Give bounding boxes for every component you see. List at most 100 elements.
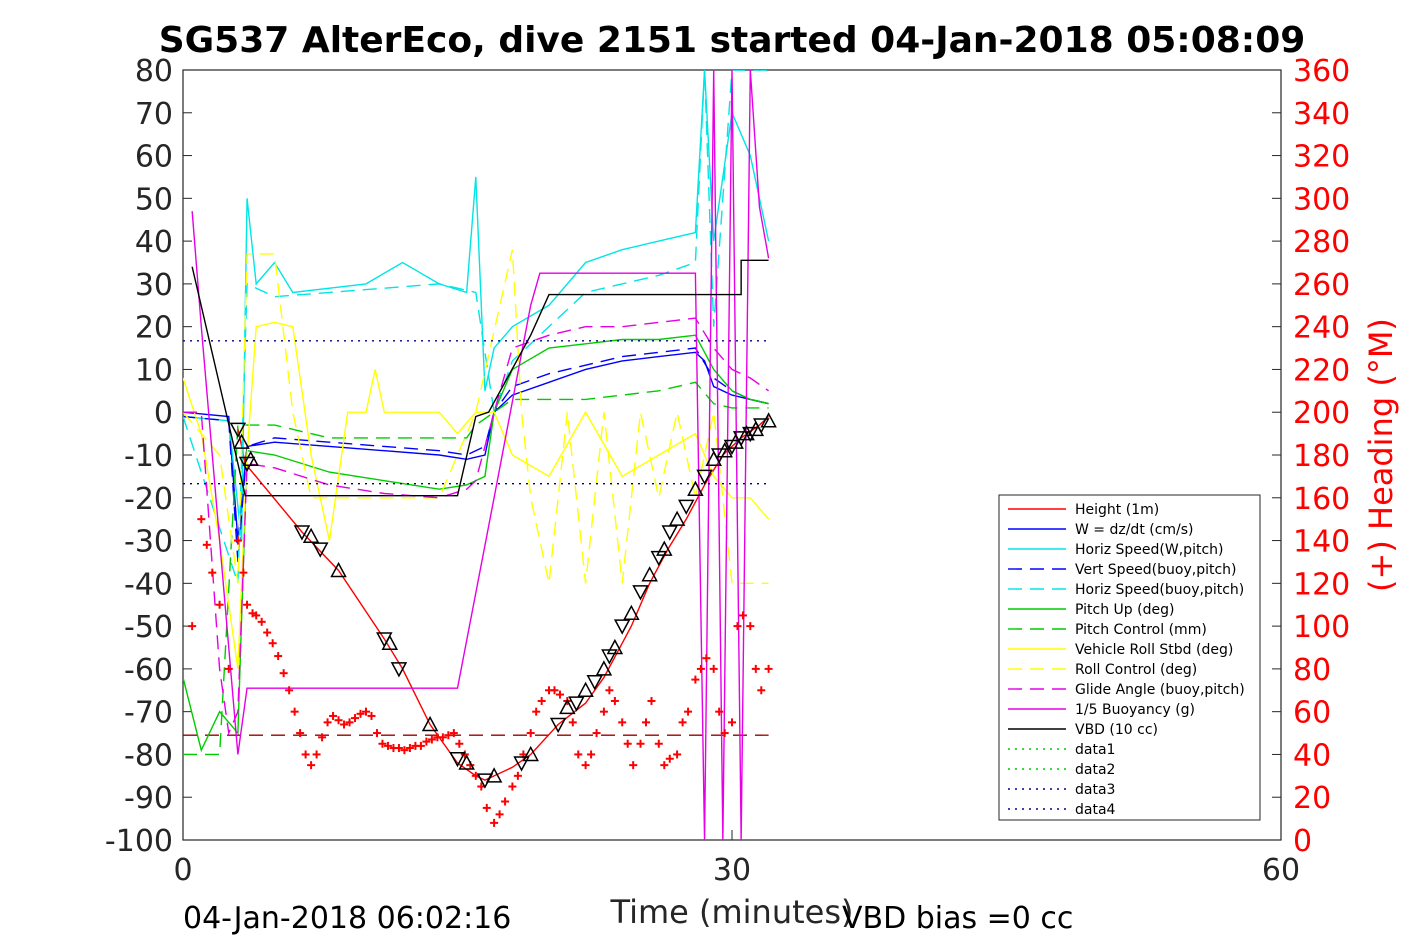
heading-point <box>372 729 381 738</box>
legend-entry: data3 <box>1075 782 1115 798</box>
right-tick-label: 300 <box>1293 182 1350 217</box>
heading-point <box>641 718 650 727</box>
legend-entry: data1 <box>1075 742 1115 758</box>
heading-point <box>274 652 283 661</box>
heading-point <box>455 739 464 748</box>
heading-point <box>460 750 469 759</box>
right-tick-label: 160 <box>1293 482 1350 517</box>
heading-point <box>629 761 638 770</box>
heading-point <box>345 718 354 727</box>
dive-marker <box>732 431 750 447</box>
dive-marker <box>559 698 576 715</box>
heading-point <box>257 617 266 626</box>
dive-marker <box>513 756 530 772</box>
x-tick-label: 30 <box>713 853 751 888</box>
heading-point <box>550 686 559 695</box>
right-tick-label: 240 <box>1293 311 1350 346</box>
heading-point <box>307 761 316 770</box>
heading-point <box>636 739 645 748</box>
dive-marker <box>742 426 759 443</box>
heading-point <box>301 750 310 759</box>
dive-marker <box>568 696 585 712</box>
heading-point <box>202 540 211 549</box>
left-tick-label: -60 <box>124 653 173 688</box>
legend-entry: data2 <box>1075 762 1115 778</box>
left-tick-label: -50 <box>124 610 173 645</box>
left-tick-label: -30 <box>124 525 173 560</box>
series-line-w-dz-dt-cm-s <box>183 351 769 541</box>
left-tick-label: -80 <box>124 738 173 773</box>
dive-marker <box>716 442 733 458</box>
series-line-roll-control-deg <box>183 249 769 585</box>
heading-point <box>243 600 252 609</box>
heading-point <box>587 750 596 759</box>
left-tick-label: 0 <box>154 396 173 431</box>
dive-marker <box>577 681 594 698</box>
left-tick-label: 40 <box>135 225 173 260</box>
heading-point <box>416 741 425 750</box>
dive-marker <box>595 660 613 676</box>
dive-marker <box>449 751 466 768</box>
heading-point <box>438 733 447 742</box>
series-line-1-5-buoyancy-g <box>191 70 770 840</box>
series-line-vehicle-roll-stbd-deg <box>183 321 770 669</box>
left-tick-label: -40 <box>124 567 173 602</box>
heading-point <box>490 818 499 827</box>
x-tick-label: 60 <box>1262 853 1300 888</box>
dive-marker <box>613 619 631 635</box>
heading-point <box>215 600 224 609</box>
right-tick-label: 80 <box>1293 653 1331 688</box>
dive-marker <box>606 638 624 655</box>
heading-point <box>673 750 682 759</box>
legend-entry: data4 <box>1075 802 1116 818</box>
right-tick-label: 0 <box>1293 824 1312 859</box>
plot-layer <box>183 70 777 840</box>
dive-marker <box>302 527 320 544</box>
dive-marker <box>623 604 640 621</box>
dive-marker <box>586 674 604 691</box>
dive-marker <box>760 412 777 428</box>
heading-point <box>581 761 590 770</box>
legend-entry: Horiz Speed(W,pitch) <box>1075 542 1223 558</box>
legend-entry: Glide Angle (buoy,pitch) <box>1075 682 1245 698</box>
dive-marker <box>710 448 728 464</box>
heading-point <box>362 707 370 716</box>
chart-title: SG537 AlterEco, dive 2151 started 04-Jan… <box>159 20 1306 61</box>
left-tick-label: 30 <box>135 268 173 303</box>
right-tick-label: 40 <box>1293 738 1331 773</box>
heading-point <box>252 611 261 620</box>
left-tick-label: 50 <box>135 182 173 217</box>
heading-point <box>684 707 693 716</box>
heading-point <box>709 664 718 673</box>
heading-point <box>610 696 619 705</box>
legend-entry: 1/5 Buoyancy (g) <box>1075 702 1195 718</box>
series-line-vbd-10-cc <box>191 259 769 497</box>
dive-marker <box>661 525 679 541</box>
heading-point <box>400 746 409 755</box>
heading-point <box>268 639 277 648</box>
heading-point <box>720 729 729 738</box>
dive-marker <box>390 662 408 678</box>
heading-point <box>340 720 349 729</box>
heading-point <box>702 654 711 663</box>
series-line-pitch-control-mm <box>183 381 769 756</box>
left-axis: 80 70 60 50 40 30 20 10 0 -10 -20 -30 -40 -50 -60 -70 -8… <box>105 54 192 859</box>
right-tick-label: 280 <box>1293 225 1350 260</box>
dive-marker <box>677 499 695 515</box>
heading-point <box>537 696 546 705</box>
y2-axis-label: (+) Heading (°M) <box>1362 318 1400 592</box>
x-axis-label: Time (minutes) <box>610 893 854 931</box>
right-tick-label: 60 <box>1293 696 1331 731</box>
left-tick-label: 60 <box>135 140 173 175</box>
legend-entry: Vert Speed(buoy,pitch) <box>1075 562 1237 578</box>
right-tick-label: 120 <box>1293 567 1350 602</box>
heading-point <box>208 568 217 577</box>
left-tick-label: 20 <box>135 311 173 346</box>
dive-marker <box>753 418 770 434</box>
heading-point <box>263 628 272 637</box>
heading-point <box>312 750 321 759</box>
heading-point <box>224 664 233 673</box>
heading-point <box>513 771 522 780</box>
heading-point <box>239 568 248 577</box>
heading-point <box>334 716 343 725</box>
